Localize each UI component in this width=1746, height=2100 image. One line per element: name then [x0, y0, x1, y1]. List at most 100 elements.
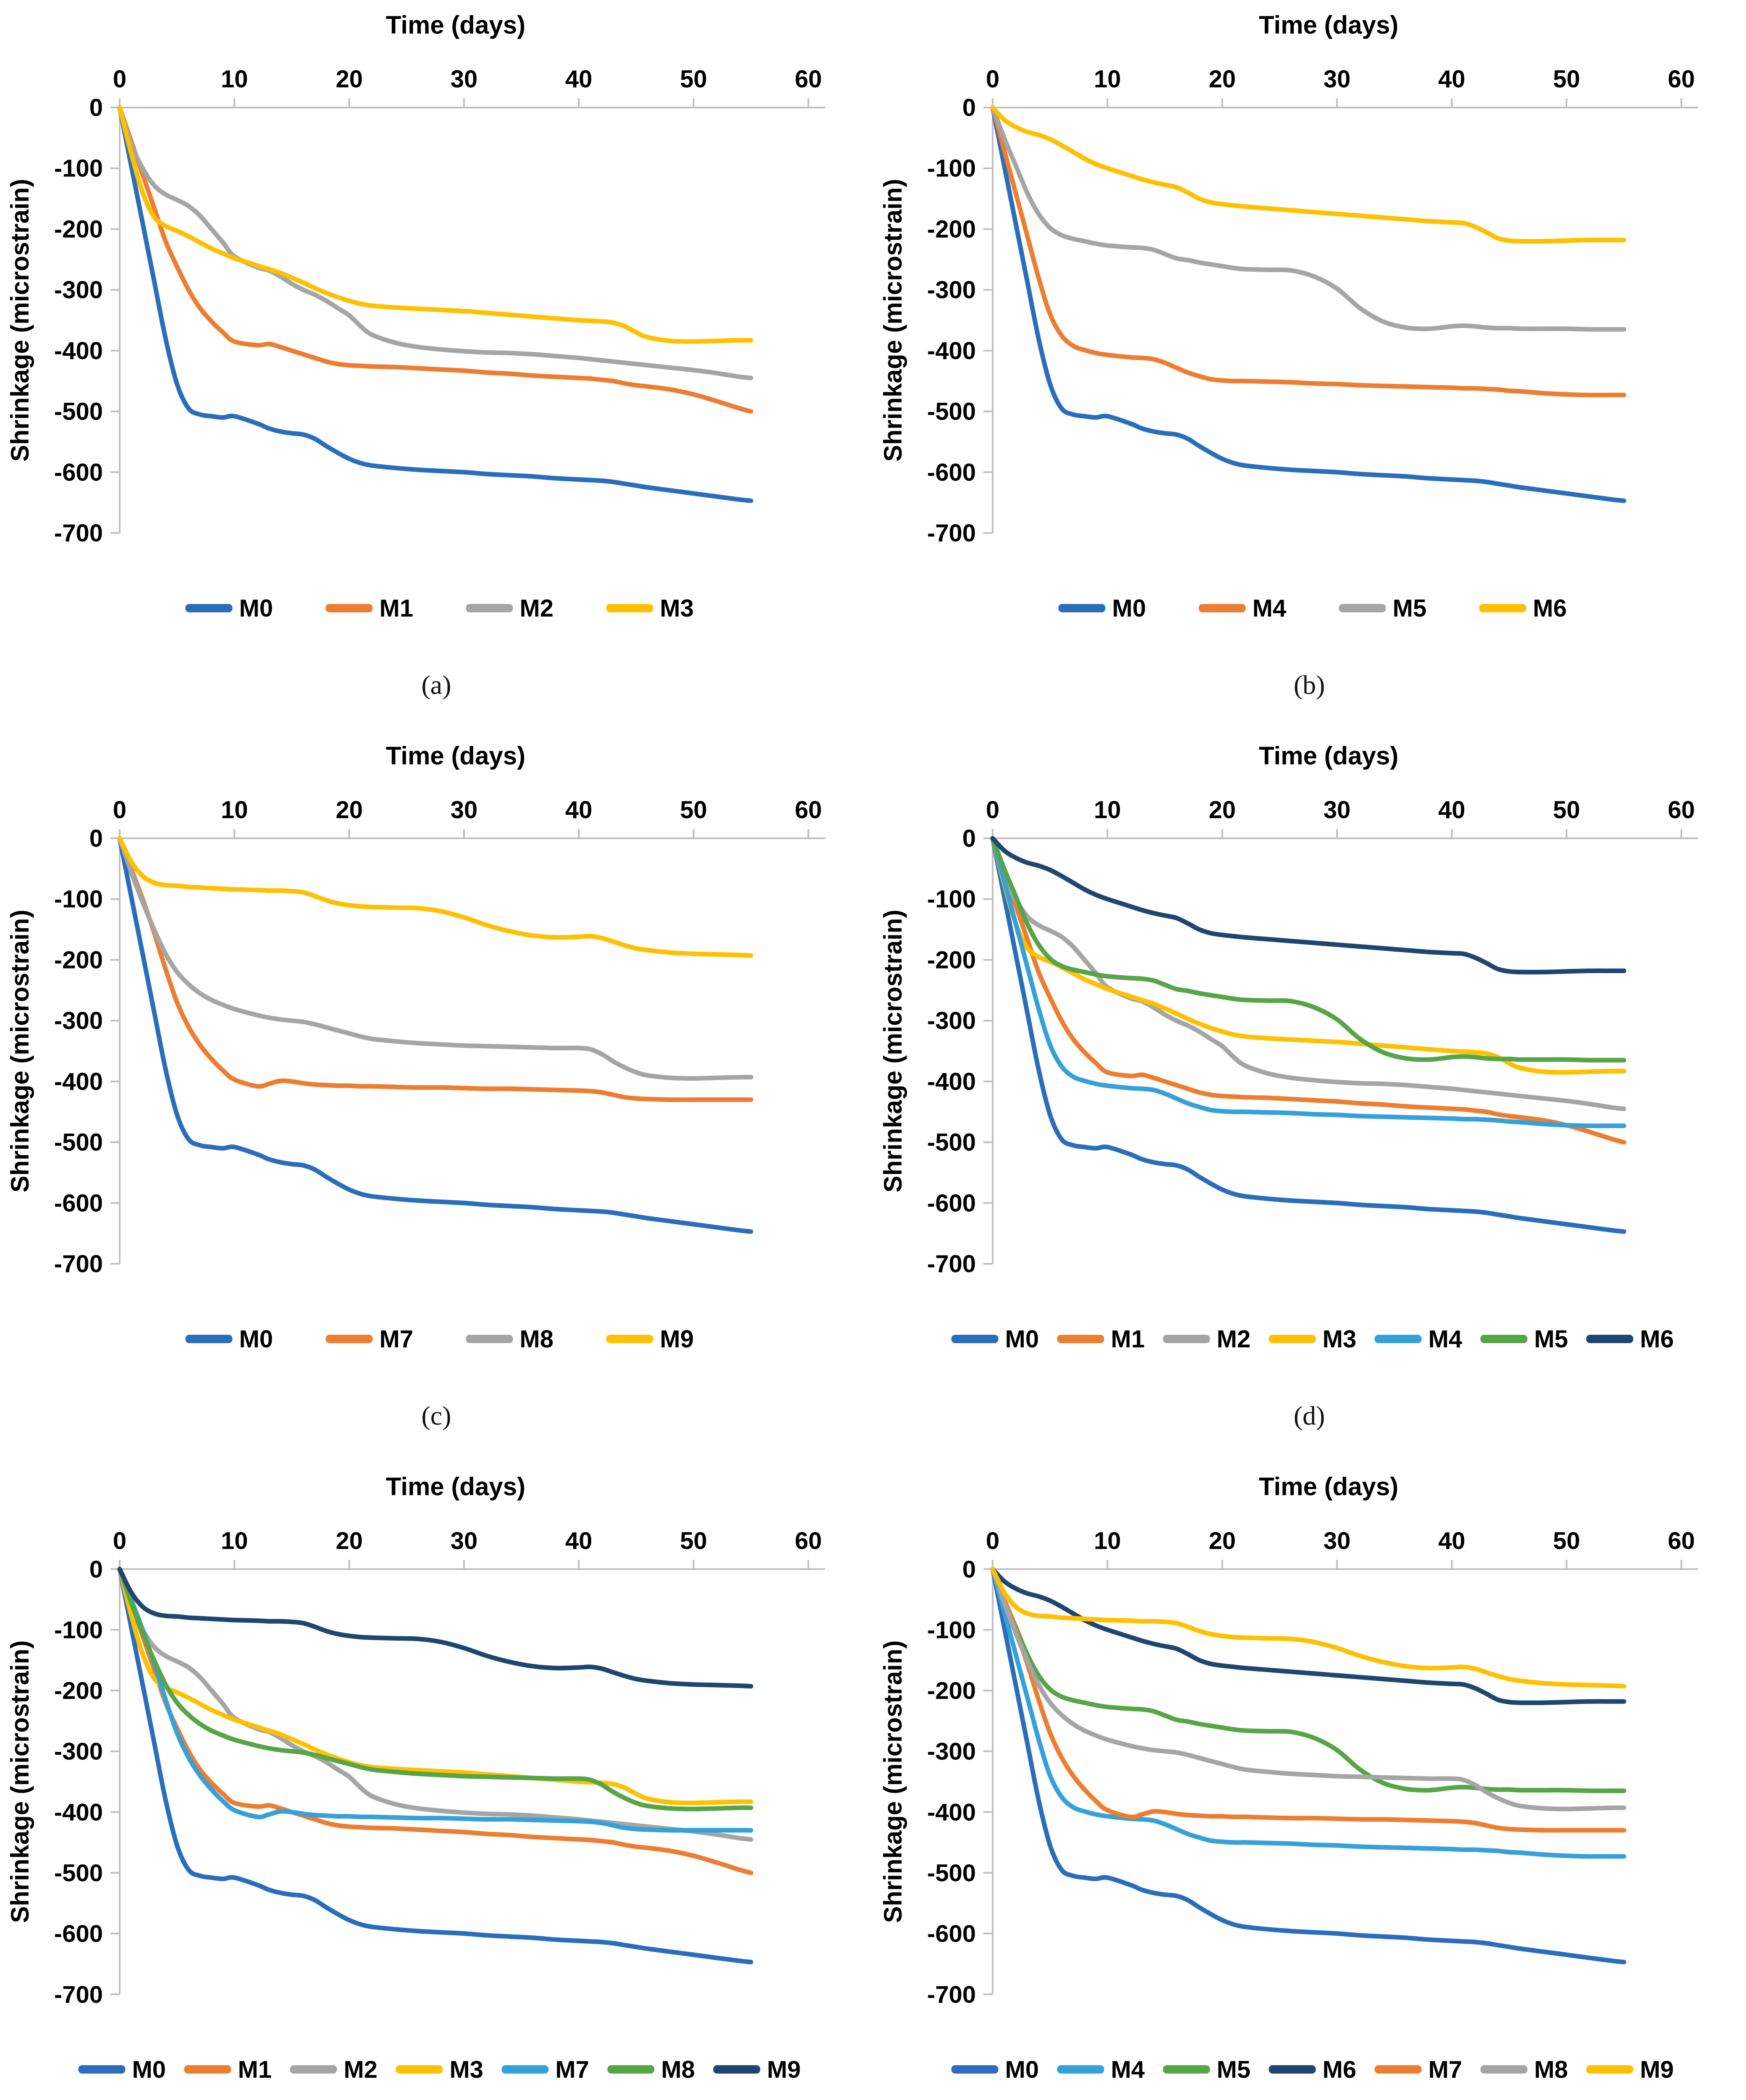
chart-panel-f: Time (days) 0 10 20 30 40 50 60 0 -100 -200 -300 -40…: [873, 1462, 1746, 2100]
y-tick-label: -200: [927, 946, 976, 974]
y-tick-label: 0: [962, 94, 976, 121]
series-M9-line: [990, 1567, 1626, 1689]
x-tick-label: 10: [221, 66, 248, 93]
legend-label-M7: M7: [1429, 2056, 1463, 2083]
legend-item-M1: M1: [1057, 1326, 1145, 1353]
x-axis-title: Time (days): [1259, 1473, 1398, 1501]
legend-label-M6: M6: [1323, 2056, 1357, 2083]
x-tick-label: 40: [565, 66, 592, 93]
legend-item-M9: M9: [713, 2056, 801, 2083]
series-M0-line: [117, 1567, 753, 1965]
legend-item-M4: M4: [1057, 2056, 1145, 2083]
x-tick-label: 50: [680, 66, 707, 93]
x-tick-label: 20: [336, 1528, 363, 1554]
y-tick-label: -500: [927, 1129, 976, 1156]
legend-item-M0: M0: [951, 2056, 1039, 2083]
series-group: [990, 836, 1626, 1234]
y-tick-label: -300: [927, 276, 976, 304]
legend-label-M0: M0: [1005, 2056, 1039, 2083]
x-tick-label: 50: [1553, 796, 1580, 824]
y-tick-label: 0: [89, 94, 103, 121]
series-M5-line: [990, 1567, 1626, 1793]
y-tick-label: -500: [54, 1129, 103, 1156]
legend-item-M1: M1: [184, 2056, 272, 2083]
legend-swatch-M6: [1586, 1335, 1633, 1343]
y-tick-label: -500: [54, 398, 103, 425]
x-tick-label: 40: [1438, 1528, 1465, 1554]
y-tick-label: -600: [54, 459, 103, 486]
series-M9-line: [117, 1567, 753, 1689]
y-tick-label: -600: [927, 1921, 976, 1948]
x-tick-label: 60: [1668, 1528, 1695, 1554]
series-M7-line: [117, 836, 753, 1102]
series-M5-line: [990, 836, 1626, 1063]
y-axis-title: Shrinkage (microstrain): [6, 179, 34, 462]
legend-item-M0: M0: [951, 1326, 1039, 1353]
legend-label-M5: M5: [1534, 1326, 1568, 1353]
series-M2-line: [117, 1567, 753, 1842]
legend: M0 M7 M8 M9: [185, 1326, 694, 1353]
series-M7-line: [117, 1567, 753, 1833]
legend-swatch-M5: [1480, 1335, 1528, 1343]
legend-label-M4: M4: [1429, 1326, 1463, 1353]
x-tick-label: 0: [986, 796, 999, 824]
legend-item-M5: M5: [1339, 595, 1426, 622]
legend-swatch-M0: [951, 2065, 999, 2074]
x-tick-label: 40: [565, 796, 592, 824]
legend-item-M6: M6: [1586, 1326, 1674, 1353]
legend-label-M0: M0: [132, 2056, 166, 2083]
y-tick-label: -700: [54, 1250, 103, 1278]
x-tick-label: 0: [986, 1528, 999, 1554]
y-tick-label: -700: [927, 1981, 976, 2008]
series-group: [117, 836, 753, 1234]
series-group: [117, 105, 753, 503]
y-tick-label: -100: [54, 155, 103, 182]
series-M3-line: [117, 1567, 753, 1806]
legend-label-M5: M5: [1217, 2056, 1251, 2083]
legend-swatch-M1: [184, 2065, 231, 2074]
caption-d: (d): [1294, 1401, 1325, 1431]
y-tick-label: -600: [927, 1189, 976, 1217]
y-tick-label: -200: [927, 1677, 976, 1704]
legend: M0 M1 M2 M3: [185, 595, 694, 622]
chart-b: Time (days) 0 10 20 30 40 50 60 0 -100 -200 -300 -40…: [879, 11, 1698, 700]
legend-swatch-M6: [1269, 2065, 1316, 2074]
legend: M0 M4 M5 M6: [1058, 595, 1567, 622]
legend-label-M8: M8: [661, 2056, 695, 2083]
legend-label-M0: M0: [1112, 595, 1146, 622]
caption-b: (b): [1294, 670, 1325, 700]
series-M9-line: [117, 836, 753, 958]
legend-label-M3: M3: [1323, 1326, 1357, 1353]
series-M0-line: [117, 836, 753, 1234]
legend-item-M5: M5: [1480, 1326, 1568, 1353]
series-M3-line: [117, 105, 753, 344]
legend-swatch-M3: [606, 604, 653, 612]
chart-panel-e: Time (days) 0 10 20 30 40 50 60 0 -100 -200 -300 -40…: [0, 1462, 873, 2100]
legend-swatch-M0: [185, 1335, 233, 1343]
legend-swatch-M9: [713, 2065, 760, 2074]
y-tick-label: -500: [54, 1860, 103, 1887]
legend-label-M9: M9: [1640, 2056, 1674, 2083]
x-tick-label: 40: [565, 1528, 592, 1554]
legend-item-M2: M2: [466, 595, 553, 622]
legend-item-M3: M3: [1269, 1326, 1357, 1353]
y-tick-label: -600: [927, 459, 976, 486]
y-tick-label: -700: [927, 1250, 976, 1278]
legend-swatch-M7: [1374, 2065, 1422, 2074]
x-tick-label: 50: [680, 796, 707, 824]
series-M0-line: [117, 105, 753, 503]
series-group: [117, 1567, 753, 1965]
legend-item-M3: M3: [396, 2056, 483, 2083]
x-tick-label: 50: [1553, 1528, 1580, 1554]
series-M8-line: [990, 1567, 1626, 1811]
legend-item-M0: M0: [185, 595, 273, 622]
y-tick-label: -500: [927, 1860, 976, 1887]
series-M6-line: [990, 836, 1626, 975]
x-tick-label: 40: [1438, 66, 1465, 93]
x-tick-label: 0: [113, 66, 126, 93]
legend-swatch-M8: [607, 2065, 655, 2074]
x-tick-label: 60: [795, 66, 822, 93]
legend-label-M9: M9: [660, 1326, 694, 1353]
legend-item-M9: M9: [1586, 2056, 1674, 2083]
chart-panel-a: Time (days) 0 10 20 30 40 50 60 0 -100 -200 -300 -40…: [0, 0, 873, 731]
